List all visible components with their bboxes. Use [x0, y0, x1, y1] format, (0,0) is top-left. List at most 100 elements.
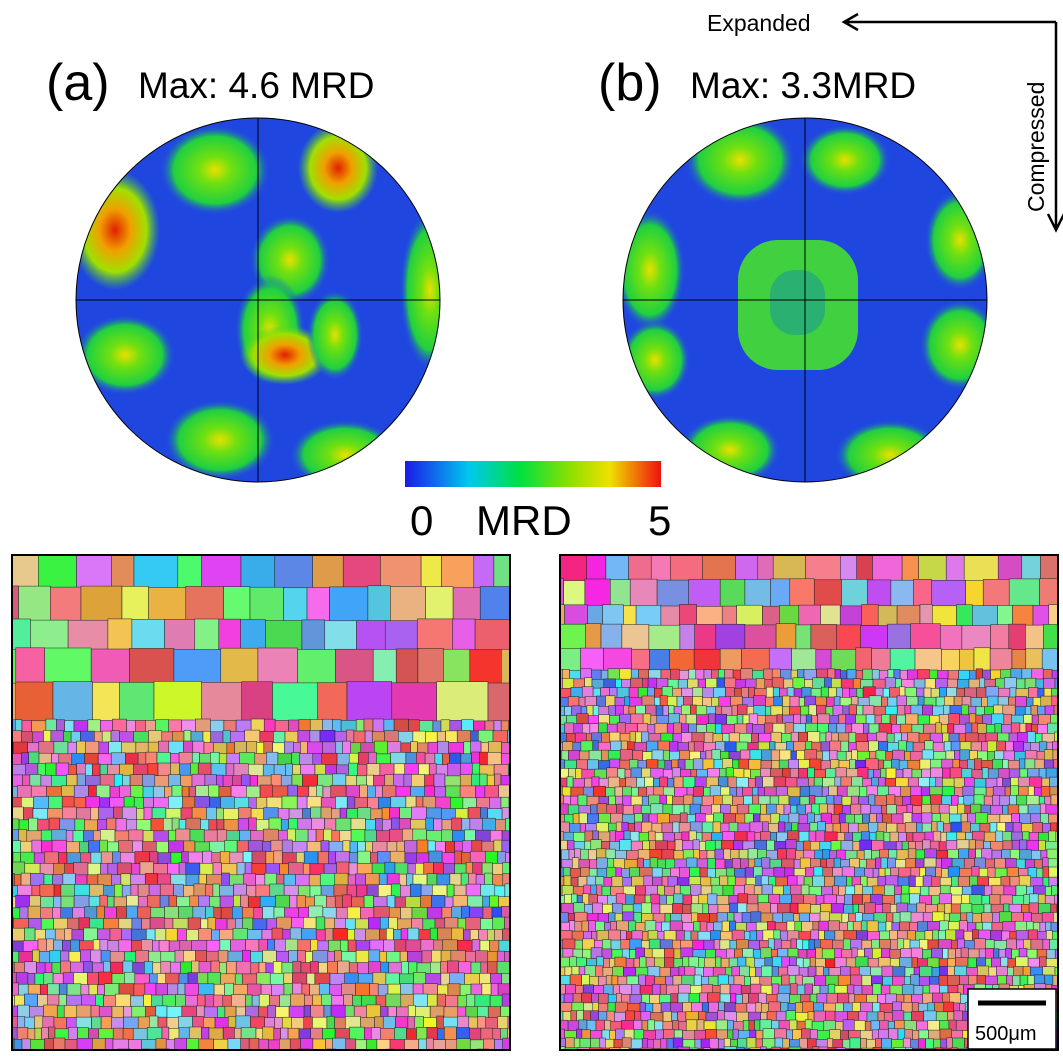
- grain: [116, 819, 127, 832]
- grain: [1029, 687, 1038, 698]
- grain: [391, 884, 400, 897]
- grain: [77, 553, 112, 588]
- grain: [91, 1006, 99, 1019]
- grain: [264, 719, 275, 732]
- grain: [101, 1017, 112, 1030]
- grain: [564, 876, 571, 887]
- grain: [91, 807, 99, 820]
- grain: [325, 929, 333, 942]
- grain: [725, 742, 736, 753]
- grain: [203, 851, 212, 864]
- grain: [573, 814, 579, 825]
- grain: [876, 858, 882, 869]
- grain: [902, 555, 919, 583]
- grain: [716, 624, 745, 650]
- grain: [248, 818, 256, 831]
- grain: [867, 921, 878, 932]
- grain: [990, 649, 1012, 672]
- grain: [920, 966, 932, 977]
- grain: [940, 626, 962, 652]
- grain: [609, 706, 616, 717]
- grain: [220, 896, 234, 909]
- grain: [457, 730, 471, 743]
- grain: [221, 648, 258, 684]
- grain: [841, 823, 849, 834]
- grain: [351, 829, 365, 842]
- grain: [205, 995, 214, 1008]
- grain: [426, 587, 454, 622]
- grain: [2, 776, 11, 789]
- grain: [144, 994, 152, 1007]
- grain: [626, 895, 634, 906]
- grain: [728, 1020, 734, 1031]
- grain: [608, 777, 620, 788]
- grain: [986, 948, 994, 959]
- grain: [585, 579, 611, 607]
- grain: [601, 750, 608, 761]
- grain: [260, 785, 273, 798]
- grain: [861, 1038, 867, 1049]
- grain: [296, 829, 308, 842]
- grain: [686, 1020, 697, 1031]
- grain: [470, 650, 502, 686]
- grain: [498, 1017, 509, 1030]
- grain: [599, 723, 608, 734]
- grain: [951, 822, 962, 833]
- grain: [122, 586, 149, 621]
- grain: [741, 649, 769, 672]
- grain: [789, 1020, 797, 1031]
- grain: [663, 750, 669, 761]
- grain: [790, 579, 814, 607]
- grain: [750, 822, 762, 833]
- grain: [54, 885, 61, 898]
- grain: [385, 621, 417, 652]
- grain: [389, 829, 402, 842]
- grain: [849, 733, 856, 744]
- grain: [716, 957, 721, 968]
- grain: [758, 555, 773, 583]
- grain: [432, 895, 446, 908]
- grain: [552, 605, 565, 626]
- grain: [21, 873, 31, 886]
- grain: [694, 975, 701, 986]
- grain: [222, 873, 230, 886]
- grain: [70, 940, 79, 953]
- grain: [422, 951, 431, 964]
- grain: [138, 753, 146, 766]
- grain: [771, 813, 780, 824]
- grain: [475, 786, 485, 799]
- grain: [1004, 678, 1016, 689]
- grain: [25, 928, 36, 941]
- grain: [799, 605, 821, 626]
- grain: [224, 587, 250, 622]
- grain: [941, 650, 959, 673]
- grain: [430, 962, 440, 975]
- grain: [593, 903, 603, 914]
- grain: [873, 984, 881, 995]
- grain: [286, 764, 293, 777]
- grain: [391, 752, 406, 765]
- grain: [856, 957, 868, 968]
- grain: [778, 849, 787, 860]
- grain: [155, 929, 166, 942]
- grain: [426, 818, 434, 831]
- grain: [1025, 625, 1043, 651]
- grain: [375, 818, 382, 831]
- grain: [636, 732, 642, 743]
- grain: [108, 619, 132, 650]
- grain: [964, 554, 998, 582]
- grain: [18, 1005, 30, 1018]
- grain: [798, 768, 807, 779]
- grain: [887, 795, 895, 806]
- grain: [307, 588, 329, 623]
- grain: [258, 648, 298, 684]
- grain: [1041, 696, 1052, 707]
- grain: [974, 759, 981, 770]
- grain: [214, 995, 223, 1008]
- grain: [1025, 759, 1035, 770]
- grain: [29, 818, 38, 831]
- grain: [758, 993, 766, 1004]
- grain: [219, 619, 241, 650]
- grain: [149, 1016, 158, 1029]
- grain: [56, 763, 69, 776]
